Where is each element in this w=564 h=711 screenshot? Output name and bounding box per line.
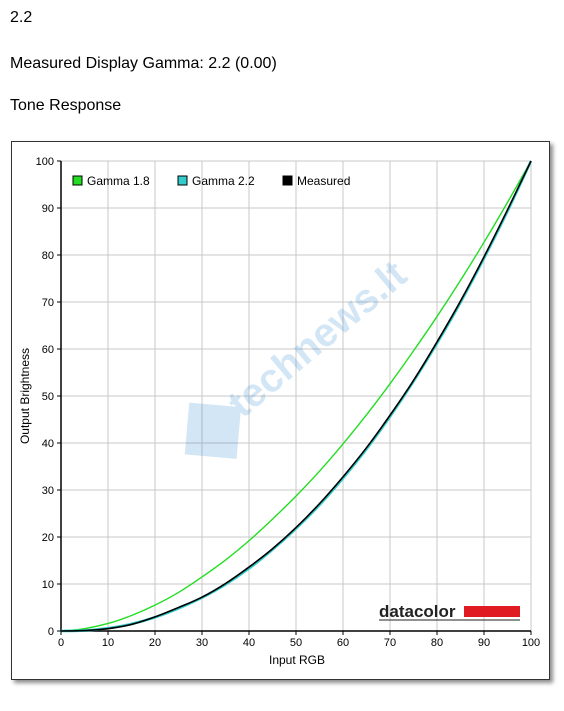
gamma-value-heading: 2.2: [10, 9, 33, 26]
tick-labels: 0 10 20 30 40 50 60 70 80 90 100 0 10 20 30 40 50 60 70 80 9…: [36, 156, 541, 649]
tone-response-heading: Tone Response: [10, 97, 122, 114]
x-tick-label-80: 80: [431, 637, 443, 649]
measured-gamma-text: Measured Display Gamma: 2.2 (0.00): [10, 55, 277, 72]
x-tick-label-20: 20: [149, 637, 161, 649]
legend-swatch-0: [72, 175, 83, 186]
x-tick-label-100: 100: [522, 637, 540, 649]
y-axis-label: Output Brightness: [18, 348, 32, 444]
watermark-badge: [184, 402, 242, 459]
x-tick-label-90: 90: [478, 637, 490, 649]
x-tick-label-50: 50: [290, 637, 302, 649]
chart-frame: technews.lt 0 10 20 30 40 50 60 70 80 90 100 0 10 20 3…: [11, 141, 550, 680]
legend-label-1: Gamma 2.2: [192, 174, 255, 188]
watermark-mark: technews.lt: [184, 252, 415, 459]
y-tick-label-100: 100: [36, 156, 54, 168]
y-tick-label-80: 80: [42, 250, 54, 262]
legend-label-0: Gamma 1.8: [87, 174, 150, 188]
legend-swatch-2: [282, 175, 293, 186]
series-line-gamma-1-8: [60, 160, 532, 632]
y-tick-label-10: 10: [42, 579, 54, 591]
y-tick-label-90: 90: [42, 203, 54, 215]
datacolor-logo-bar: [464, 606, 520, 617]
tone-response-chart: technews.lt 0 10 20 30 40 50 60 70 80 90 100 0 10 20 3…: [18, 156, 541, 667]
y-tick-label-70: 70: [42, 297, 54, 309]
x-tick-label-40: 40: [243, 637, 255, 649]
y-tick-label-0: 0: [48, 626, 54, 638]
x-axis-label: Input RGB: [269, 653, 325, 667]
datacolor-logo: datacolor: [379, 602, 520, 621]
series-line-measured: [60, 160, 532, 632]
x-tick-label-10: 10: [102, 637, 114, 649]
watermark: technews.lt: [184, 252, 415, 459]
x-tick-label-60: 60: [337, 637, 349, 649]
y-tick-label-20: 20: [42, 532, 54, 544]
y-tick-label-50: 50: [42, 391, 54, 403]
x-tick-label-30: 30: [196, 637, 208, 649]
chart-series: [60, 160, 533, 633]
legend-swatch-1: [177, 175, 188, 186]
chart-grid: [61, 160, 532, 631]
y-tick-label-40: 40: [42, 438, 54, 450]
legend-label-2: Measured: [297, 174, 350, 188]
y-tick-label-30: 30: [42, 485, 54, 497]
datacolor-logo-text: datacolor: [379, 602, 456, 621]
legend: Gamma 1.8 Gamma 2.2 Measured: [72, 174, 350, 188]
y-tick-label-60: 60: [42, 344, 54, 356]
x-tick-label-70: 70: [384, 637, 396, 649]
x-tick-label-0: 0: [58, 637, 64, 649]
